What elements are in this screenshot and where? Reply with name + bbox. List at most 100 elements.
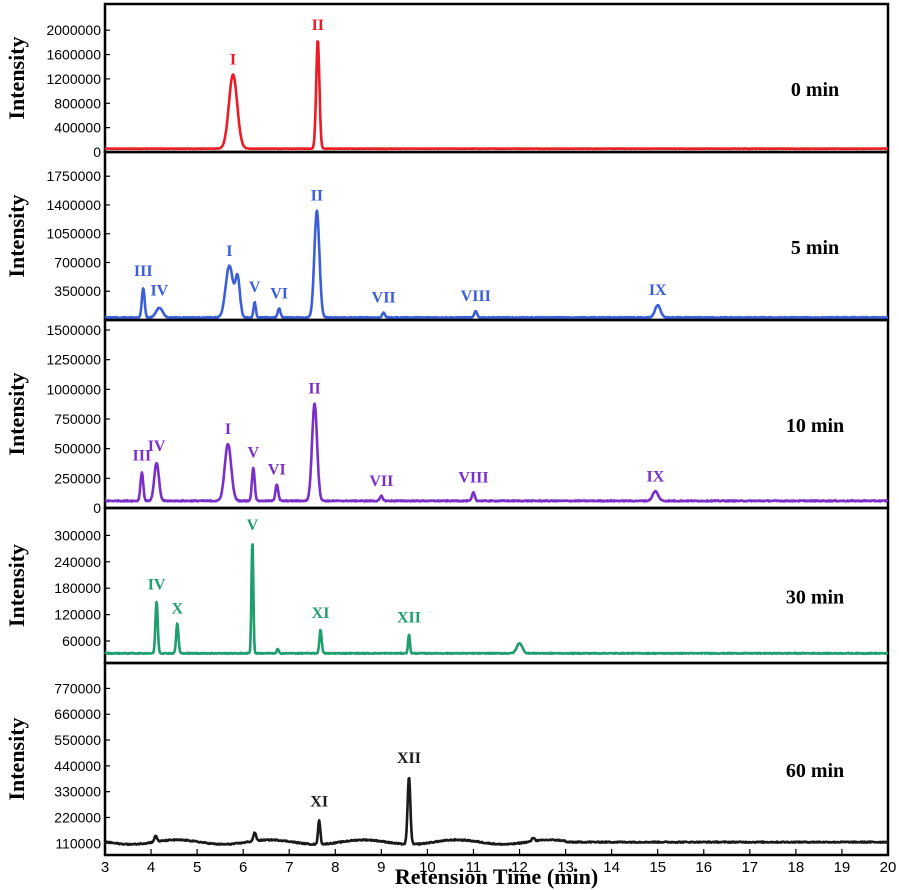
time-label: 5 min — [791, 237, 839, 259]
y-tick-label: 1400000 — [46, 197, 101, 213]
y-tick-label: 2000000 — [46, 22, 101, 38]
peak-label: VII — [369, 473, 393, 490]
y-tick-label: 1000000 — [46, 381, 101, 397]
y-tick-label: 1250000 — [46, 352, 101, 368]
y-tick-label: 120000 — [54, 607, 101, 623]
x-tick-label: 19 — [834, 859, 851, 876]
series-trace — [104, 40, 889, 151]
y-axis-label: Intensity — [4, 36, 29, 119]
peak-label: VI — [270, 285, 288, 302]
peak-label: IX — [649, 282, 667, 299]
peak-label: III — [134, 263, 153, 280]
peak-label: XII — [397, 609, 421, 626]
y-tick-label: 250000 — [54, 470, 101, 486]
peak-label: V — [247, 517, 259, 534]
time-label: 10 min — [786, 415, 844, 437]
y-tick-label: 350000 — [54, 283, 101, 299]
x-tick-label: 17 — [741, 859, 758, 876]
series-trace — [104, 402, 889, 503]
y-tick-label: 500000 — [54, 441, 101, 457]
x-tick-label: 12 — [511, 859, 528, 876]
y-tick-label: 660000 — [54, 706, 101, 722]
peak-label: V — [248, 445, 260, 462]
y-axis-label: Intensity — [4, 717, 29, 800]
chart-panel-1: 350000 700000 1050000 1400000 1750000 Intensi… — [4, 150, 890, 322]
y-tick-label: 1200000 — [46, 71, 101, 87]
x-tick-label: 11 — [466, 859, 482, 876]
y-tick-label: 550000 — [54, 732, 101, 748]
x-axis-label: Retension Time (min) — [395, 864, 598, 889]
y-axis-label: Intensity — [4, 544, 29, 627]
y-tick-label: 750000 — [54, 411, 101, 427]
y-tick-label: 110000 — [55, 835, 101, 851]
chart-panel-0: 0 400000 800000 1200000 1600000 2000000 Intens… — [4, 2, 890, 160]
y-tick-label: 240000 — [54, 554, 101, 570]
x-tick-label: 3 — [101, 859, 109, 876]
y-tick-label: 220000 — [54, 809, 101, 825]
y-axis-label: Intensity — [4, 194, 29, 277]
y-tick-label: 180000 — [54, 580, 101, 596]
y-tick-label: 700000 — [54, 254, 101, 270]
y-tick-label: 0 — [93, 500, 101, 516]
time-label: 0 min — [791, 79, 839, 101]
peak-label: V — [249, 279, 261, 296]
peak-label: X — [172, 600, 184, 617]
panel-frame — [103, 506, 890, 665]
y-tick-label: 770000 — [54, 680, 101, 696]
peak-label: XI — [310, 794, 328, 811]
x-tick-label: 10 — [419, 859, 436, 876]
x-tick-label: 9 — [377, 859, 385, 876]
peak-label: XI — [312, 605, 330, 622]
x-tick-label: 7 — [285, 859, 293, 876]
peak-label: XII — [397, 750, 421, 767]
y-tick-label: 440000 — [54, 758, 101, 774]
y-tick-label: 1750000 — [46, 168, 101, 184]
y-tick-label: 60000 — [62, 633, 101, 649]
peak-label: III — [133, 447, 152, 464]
peak-label: I — [226, 243, 232, 260]
panel-frame — [103, 2, 890, 154]
peak-label: II — [312, 17, 324, 34]
x-tick-label: 14 — [603, 859, 620, 876]
x-tick-label: 20 — [880, 859, 897, 876]
y-tick-label: 300000 — [54, 527, 101, 543]
x-tick-label: 8 — [331, 859, 339, 876]
peak-label: VIII — [461, 288, 491, 305]
peak-label: II — [311, 188, 323, 205]
peak-label: IV — [148, 438, 166, 455]
peak-label: I — [230, 52, 236, 69]
y-tick-label: 0 — [93, 144, 101, 160]
peak-label: VII — [372, 290, 396, 307]
series-trace — [104, 776, 889, 847]
panel-frame — [103, 150, 890, 322]
peak-label: IX — [647, 468, 665, 485]
series-trace — [104, 209, 889, 320]
x-tick-label: 16 — [695, 859, 712, 876]
x-tick-label: 13 — [557, 859, 574, 876]
chart-panel-4: 110000 220000 330000 440000 550000 660000 7700… — [4, 661, 890, 857]
peak-label: I — [225, 421, 231, 438]
x-tick-label: 15 — [649, 859, 666, 876]
y-tick-label: 400000 — [54, 120, 101, 136]
x-axis: 3 4 5 6 7 8 9 10 11 12 13 14 15 16 17 18 19 20 Retension T… — [101, 849, 897, 889]
peak-label: VIII — [458, 470, 488, 487]
time-label: 60 min — [786, 760, 844, 782]
peak-label: II — [308, 381, 320, 398]
y-tick-label: 800000 — [54, 95, 101, 111]
x-tick-label: 18 — [788, 859, 805, 876]
panel-frame — [103, 661, 890, 857]
x-tick-label: 4 — [147, 859, 155, 876]
peak-label: IV — [148, 576, 166, 593]
peak-label: VI — [268, 461, 286, 478]
x-tick-label: 6 — [239, 859, 247, 876]
y-tick-label: 1050000 — [46, 226, 101, 242]
y-tick-label: 1600000 — [46, 47, 101, 63]
peak-label: IV — [150, 283, 168, 300]
y-tick-label: 1500000 — [46, 322, 101, 338]
time-label: 30 min — [786, 587, 844, 609]
y-tick-label: 330000 — [54, 784, 101, 800]
y-axis-label: Intensity — [4, 372, 29, 455]
chart-panel-3: 60000 120000 180000 240000 300000 Intensity IV… — [4, 506, 890, 665]
x-tick-label: 5 — [193, 859, 201, 876]
